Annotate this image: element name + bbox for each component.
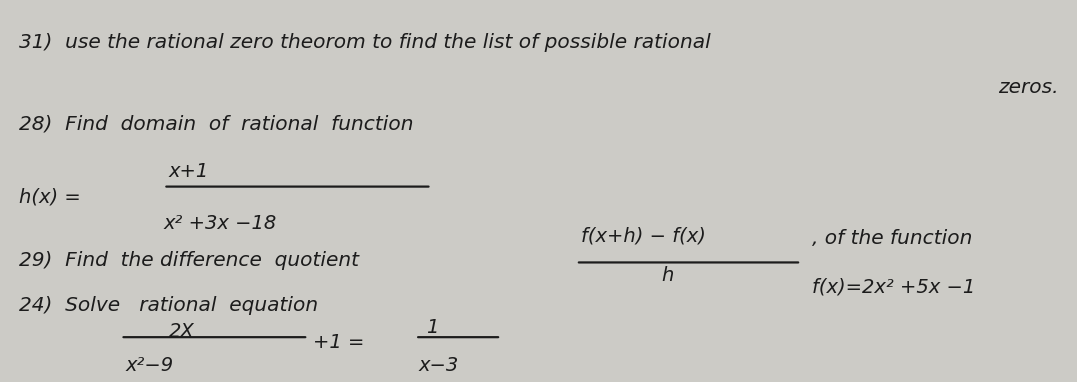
- Text: h(x) =: h(x) =: [19, 188, 81, 207]
- Text: 24)  Solve   rational  equation: 24) Solve rational equation: [19, 296, 318, 315]
- Text: x−3: x−3: [419, 356, 459, 375]
- Text: h: h: [661, 266, 674, 285]
- Text: 28)  Find  domain  of  rational  function: 28) Find domain of rational function: [19, 115, 414, 134]
- Text: , of the function: , of the function: [812, 229, 973, 248]
- Text: zeros.: zeros.: [997, 78, 1058, 97]
- Text: 31)  use the rational zero theorom to find the list of possible rational: 31) use the rational zero theorom to fin…: [19, 33, 711, 52]
- Text: f(x)=2x² +5x −1: f(x)=2x² +5x −1: [812, 277, 975, 296]
- Text: x² +3x −18: x² +3x −18: [164, 214, 277, 233]
- Text: 1: 1: [426, 319, 438, 337]
- Text: x²−9: x²−9: [126, 356, 174, 375]
- Text: 2X: 2X: [169, 322, 195, 341]
- Text: f(x+h) − f(x): f(x+h) − f(x): [582, 227, 707, 246]
- Text: x+1: x+1: [169, 162, 209, 181]
- Text: +1 =: +1 =: [313, 333, 365, 353]
- Text: 29)  Find  the difference  quotient: 29) Find the difference quotient: [19, 251, 359, 270]
